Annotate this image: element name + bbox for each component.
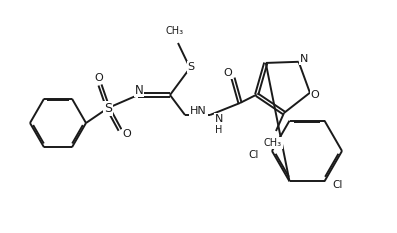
Text: Cl: Cl — [249, 150, 259, 160]
Text: S: S — [104, 102, 112, 114]
Text: O: O — [123, 129, 131, 139]
Text: O: O — [310, 90, 319, 100]
Text: CH₃: CH₃ — [166, 26, 184, 36]
Text: O: O — [224, 68, 232, 78]
Text: N: N — [135, 83, 143, 96]
Text: N: N — [215, 114, 224, 124]
Text: H: H — [215, 125, 222, 135]
Text: HN: HN — [190, 106, 207, 116]
Text: S: S — [187, 62, 195, 72]
Text: O: O — [94, 73, 103, 83]
Text: N: N — [299, 54, 308, 64]
Text: Cl: Cl — [333, 180, 343, 190]
Text: CH₃: CH₃ — [264, 138, 282, 148]
